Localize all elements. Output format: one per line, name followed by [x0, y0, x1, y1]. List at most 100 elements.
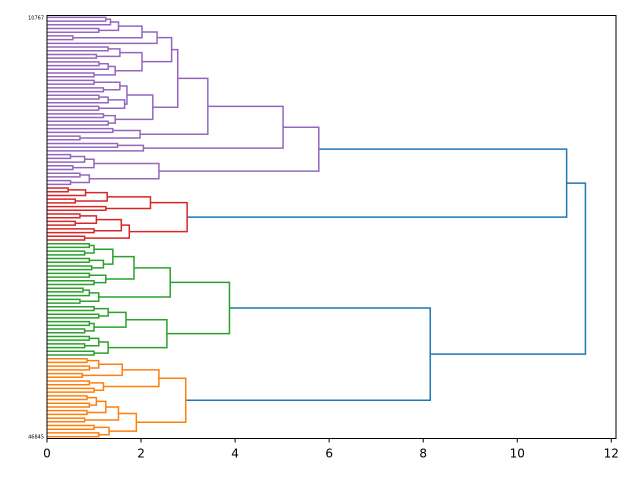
leaf-label: 10767 — [28, 15, 44, 21]
dendrogram-link — [105, 255, 135, 280]
dendrogram-link — [47, 189, 87, 197]
dendrogram-link — [72, 25, 143, 39]
dendrogram-link — [79, 292, 100, 302]
dendrogram-link — [75, 191, 108, 202]
dendrogram-link — [185, 307, 432, 401]
dendrogram-link — [47, 198, 76, 204]
dendrogram-link — [47, 16, 107, 22]
dendrogram-link — [47, 155, 86, 163]
dendrogram-link — [84, 224, 131, 239]
dendrogram-link — [47, 350, 95, 356]
dendrogram-link — [89, 162, 160, 180]
dendrogram-link — [47, 357, 88, 364]
dendrogram-link — [47, 287, 84, 293]
dendrogram-link — [430, 182, 587, 355]
dendrogram-link — [187, 148, 568, 218]
dendrogram-link — [89, 382, 105, 392]
dendrogram-links — [47, 16, 587, 438]
dendrogram-link — [98, 99, 126, 110]
dendrogram-link — [86, 359, 100, 369]
dendrogram-link — [108, 319, 168, 349]
dendrogram-link — [47, 153, 72, 160]
dendrogram-link — [47, 250, 86, 256]
dendrogram-link — [47, 87, 105, 93]
dendrogram-link — [47, 235, 86, 241]
dendrogram-link — [47, 372, 84, 379]
dendrogram-link — [47, 96, 109, 104]
dendrogram-link — [47, 144, 145, 152]
dendrogram-link — [166, 281, 231, 335]
dendrogram-link — [84, 406, 120, 421]
x-tick-label: 0 — [43, 447, 51, 461]
dendrogram-link — [94, 311, 127, 328]
dendrogram-link — [47, 432, 100, 438]
dendrogram-link — [47, 79, 95, 85]
dendrogram-link — [47, 280, 95, 286]
dendrogram-link — [82, 363, 123, 377]
dendrogram-link — [47, 257, 91, 263]
dendrogram-link — [115, 94, 154, 121]
x-axis: 0 2 4 6 8 10 12 — [43, 438, 619, 461]
dendrogram-link — [47, 365, 91, 371]
dendrogram-link — [47, 172, 81, 178]
dendrogram-link — [98, 21, 120, 32]
dendrogram-link — [47, 94, 100, 100]
dendrogram-link — [89, 259, 105, 269]
dendrogram-link — [115, 51, 143, 72]
dendrogram-link — [94, 218, 123, 232]
dendrogram-link — [47, 205, 107, 212]
dendrogram-link — [143, 105, 284, 149]
dendrogram-link — [47, 113, 105, 119]
dendrogram-link — [94, 81, 121, 91]
dendrogram-link — [47, 142, 119, 148]
x-tick-label: 4 — [231, 447, 239, 461]
dendrogram-link — [98, 267, 171, 298]
dendrogram-link — [47, 380, 91, 386]
x-tick-label: 8 — [419, 447, 427, 461]
dendrogram-link — [47, 135, 81, 141]
dendrogram-link — [141, 36, 173, 63]
x-tick-label: 12 — [604, 447, 619, 461]
dendrogram-link — [47, 335, 91, 341]
dendrogram-link — [96, 48, 121, 58]
dendrogram-link — [47, 289, 91, 297]
dendrogram-link — [47, 320, 91, 327]
dendrogram-link — [47, 402, 91, 408]
dendrogram-link — [158, 126, 320, 172]
dendrogram-link — [47, 61, 100, 67]
dendrogram-link — [47, 265, 93, 271]
dendrogram-link — [109, 412, 138, 432]
dendrogram-link — [129, 201, 188, 233]
dendrogram-link — [47, 120, 109, 126]
leaf-labels: 10767 46845 — [28, 15, 44, 440]
dendrogram-link — [47, 395, 88, 401]
dendrogram-link — [75, 215, 98, 225]
dendrogram-link — [47, 31, 158, 45]
dendrogram-link — [47, 228, 95, 234]
dendrogram-link — [47, 242, 91, 249]
dendrogram-link — [47, 53, 98, 59]
dendrogram-link — [47, 220, 76, 226]
dendrogram-link — [47, 27, 100, 33]
dendrogram-link — [84, 337, 100, 347]
dendrogram-link — [84, 244, 95, 254]
dendrogram-link — [152, 48, 179, 108]
dendrogram-link — [89, 274, 107, 284]
dendrogram-link — [47, 272, 91, 278]
dendrogram-link — [72, 158, 95, 169]
dendrogram-link — [47, 165, 74, 171]
dendrogram-link — [47, 343, 86, 349]
dendrogram-link — [47, 213, 81, 219]
dendrogram-link — [94, 307, 109, 317]
dendrogram-link — [47, 187, 69, 193]
dendrogram-link — [47, 313, 100, 319]
dendrogram-link — [47, 417, 86, 423]
dendrogram-link — [94, 341, 109, 354]
dendrogram-link — [47, 409, 88, 416]
dendrogram-link — [47, 179, 72, 186]
dendrogram-link — [140, 77, 209, 135]
dendrogram-link — [86, 400, 107, 414]
dendrogram-link — [136, 377, 187, 424]
dendrogram-link — [103, 114, 116, 124]
